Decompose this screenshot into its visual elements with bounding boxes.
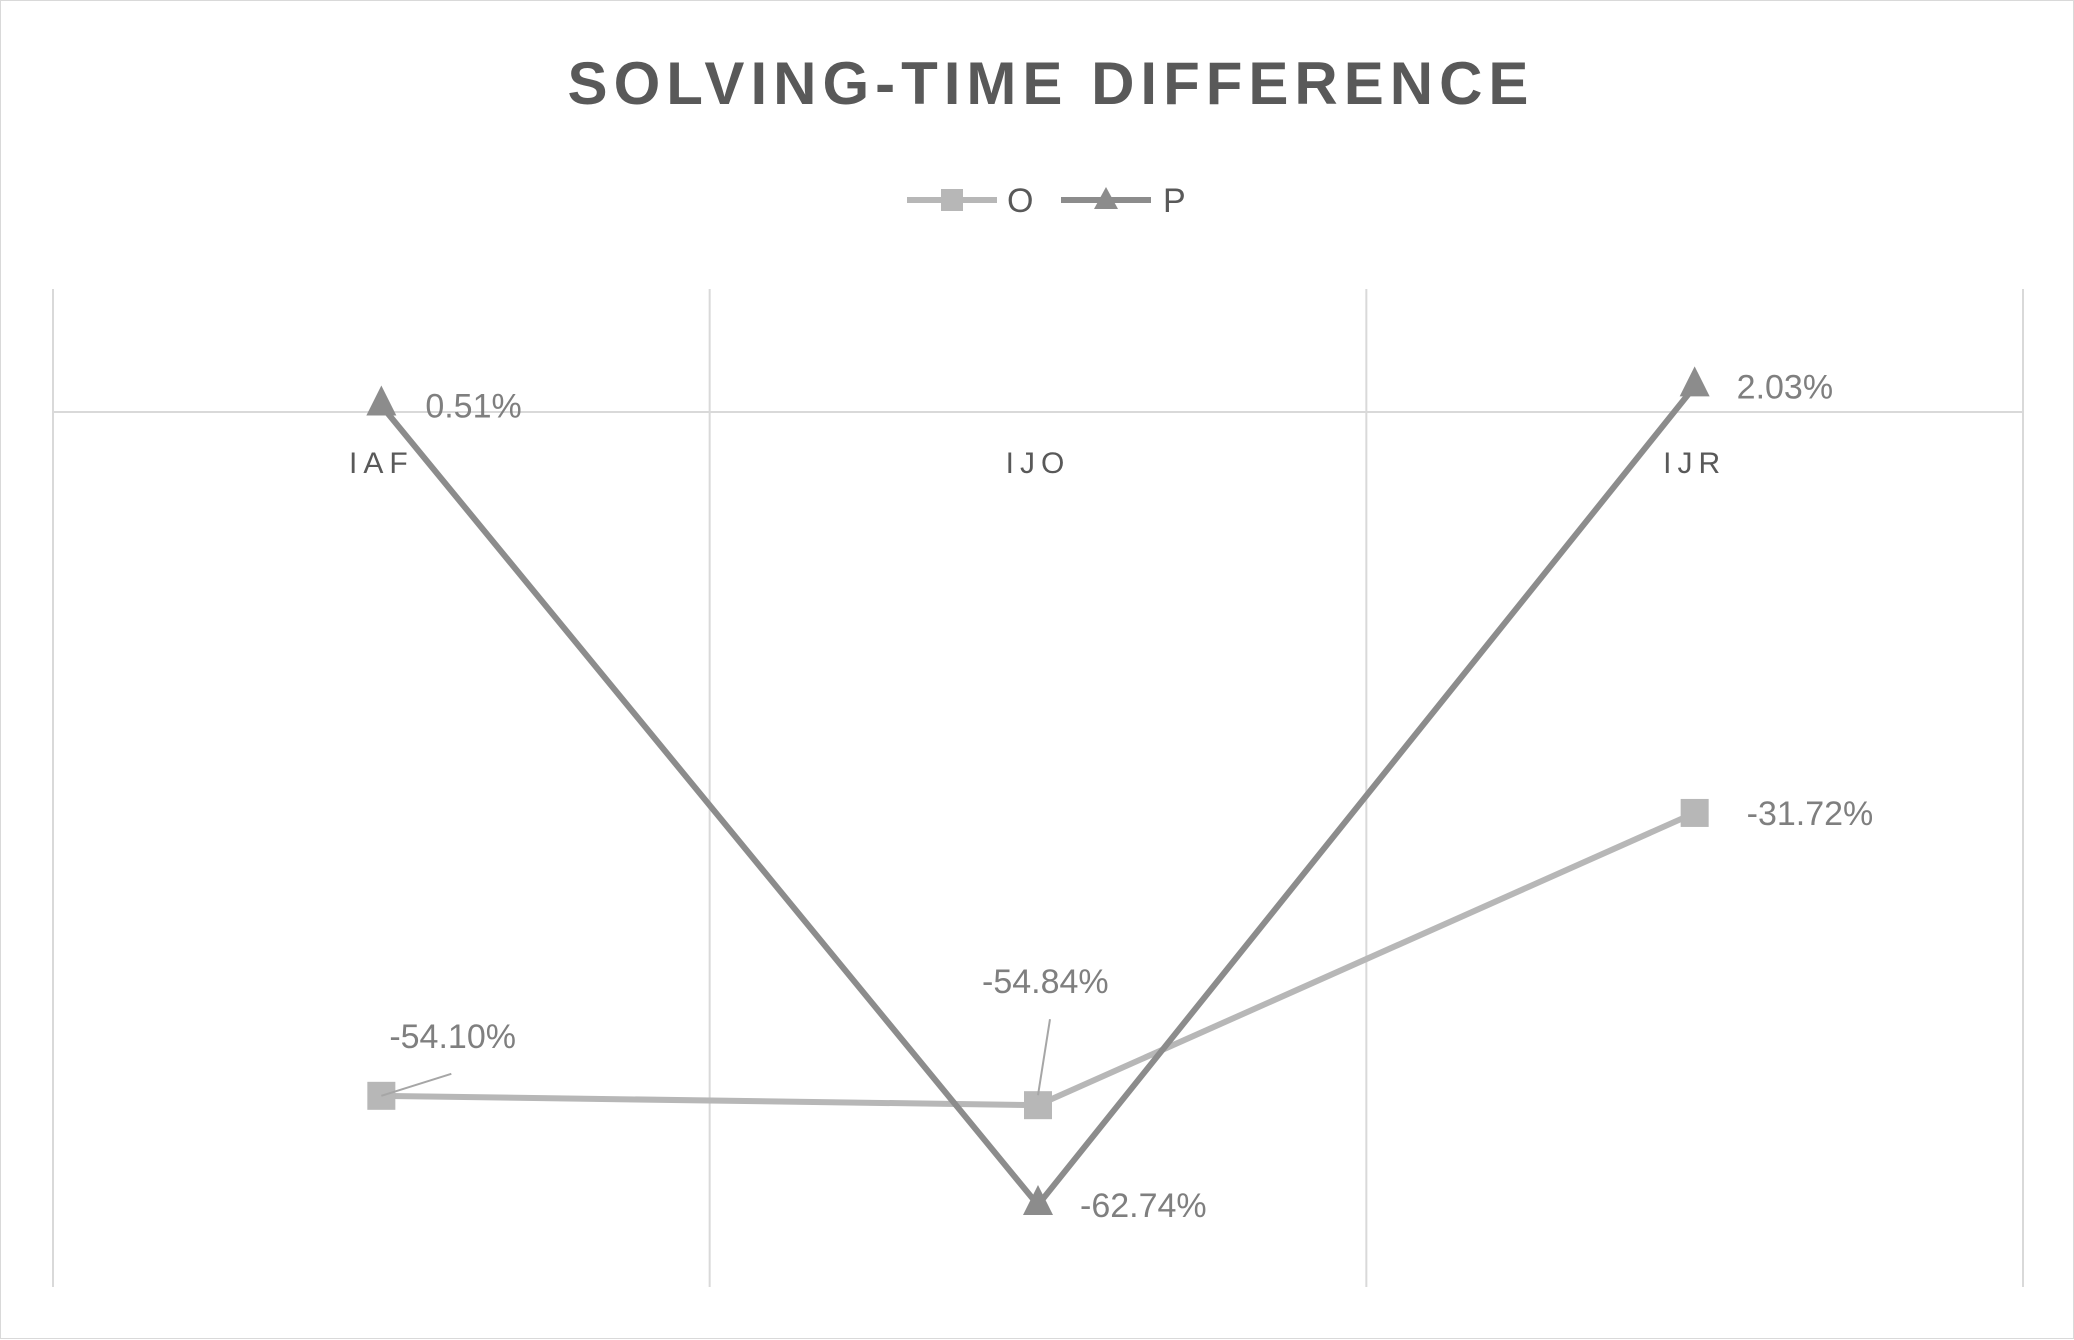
- legend-triangle-marker: [1094, 187, 1118, 209]
- category-labels: IAF IJO IJR: [349, 447, 1726, 480]
- data-point-marker: [1679, 366, 1710, 397]
- legend-item-o[interactable]: O: [907, 182, 1033, 220]
- data-point-marker: [1680, 798, 1709, 827]
- legend-label-p: P: [1163, 182, 1186, 220]
- data-label-leader-line: [1037, 1019, 1051, 1096]
- series-o: [367, 798, 1709, 1120]
- data-label-o-ijr: -31.72%: [1747, 795, 1874, 833]
- legend: O P: [907, 182, 1186, 220]
- data-label-p-ijo: -62.74%: [1080, 1187, 1207, 1225]
- data-label-p-iaf: 0.51%: [425, 388, 521, 426]
- series-line-p: [379, 384, 1698, 1210]
- data-point-marker: [1023, 1185, 1053, 1216]
- legend-square-marker: [941, 189, 963, 211]
- category-label-ijo: IJO: [1006, 447, 1071, 480]
- data-label-leader-line: [381, 1072, 452, 1097]
- gridlines: [52, 289, 2024, 1287]
- data-point-marker: [366, 385, 397, 416]
- data-label-p-ijr: 2.03%: [1737, 368, 1833, 406]
- data-point-marker: [1024, 1091, 1052, 1120]
- series-p: [366, 366, 1710, 1216]
- series-line-o: [381, 810, 1696, 1109]
- legend-label-o: O: [1007, 182, 1033, 220]
- legend-item-p[interactable]: P: [1061, 182, 1186, 220]
- chart-title: SOLVING-TIME DIFFERENCE: [568, 50, 1535, 117]
- data-labels: -54.10% -54.84% -31.72% 0.51% -62.74% 2.03%: [381, 368, 1873, 1225]
- category-label-ijr: IJR: [1663, 447, 1726, 480]
- category-label-iaf: IAF: [349, 447, 414, 480]
- data-label-o-ijo: -54.84%: [982, 963, 1109, 1001]
- series-layer: [366, 366, 1710, 1216]
- data-label-o-iaf: -54.10%: [389, 1018, 516, 1056]
